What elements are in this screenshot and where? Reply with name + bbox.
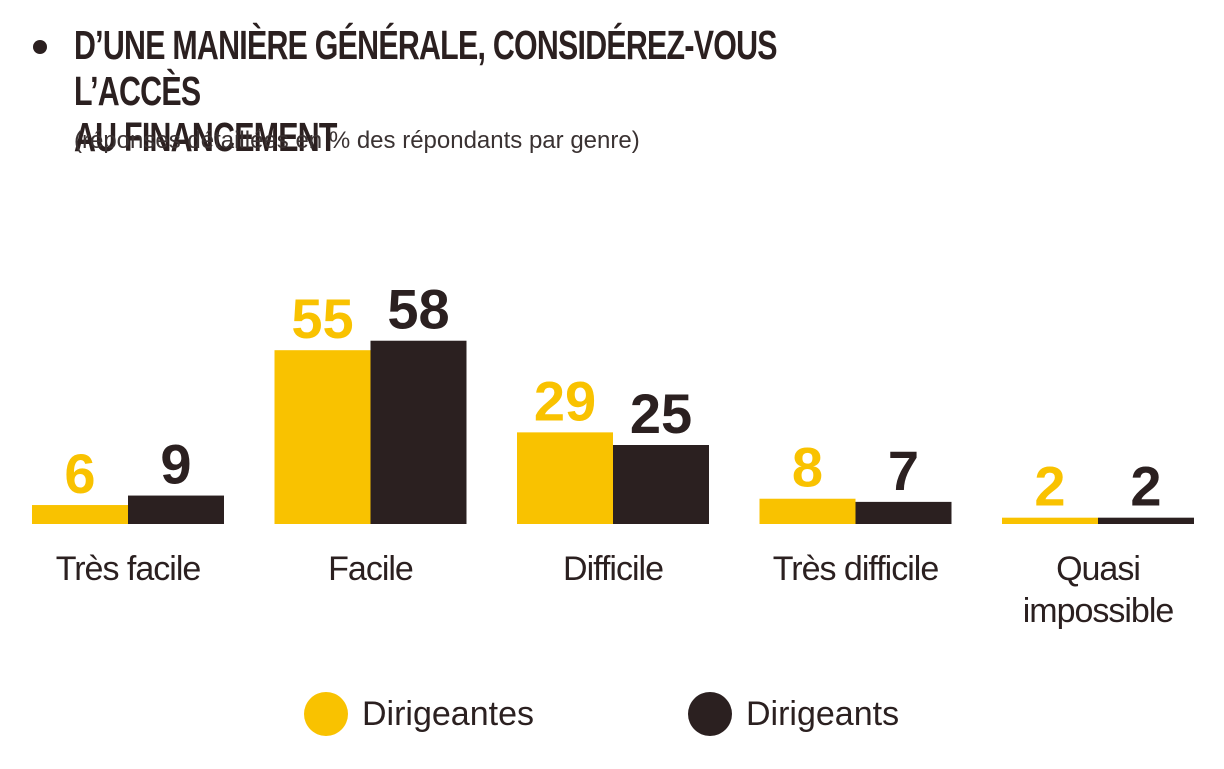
data-label-dirigeants-tres-facile: 9 (160, 433, 191, 496)
data-label-dirigeantes-difficile: 29 (534, 369, 596, 432)
title-bullet (33, 40, 47, 54)
category-label-facile: Facile (328, 550, 413, 588)
chart-title-line-1: D’UNE MANIÈRE GÉNÉRALE, CONSIDÉREZ-VOUS … (74, 22, 777, 114)
bar-dirigeants-tres-difficile (855, 501, 952, 524)
data-label-dirigeants-facile: 58 (387, 278, 449, 341)
data-label-dirigeantes-tres-difficile: 8 (792, 436, 823, 499)
chart-title: D’UNE MANIÈRE GÉNÉRALE, CONSIDÉREZ-VOUS … (74, 22, 814, 160)
bar-dirigeantes-difficile (517, 432, 613, 524)
bar-dirigeantes-tres-difficile (759, 498, 856, 524)
data-label-dirigeantes-tres-facile: 6 (64, 442, 95, 505)
legend-swatch-dirigeants (688, 692, 732, 736)
category-label-quasi-impossible: Quasi impossible (1023, 550, 1174, 630)
legend-label-dirigeantes: Dirigeantes (362, 694, 534, 733)
bar-dirigeantes-tres-facile (32, 505, 128, 524)
category-label-difficile: Difficile (563, 550, 663, 588)
legend-item-dirigeantes: Dirigeantes (304, 692, 534, 736)
bar-chart: 6 9 Très facile 55 58 Facile 29 25 Difficile 8 7 Tr… (32, 278, 1194, 630)
legend-item-dirigeants: Dirigeants (688, 692, 899, 736)
data-label-dirigeants-tres-difficile: 7 (888, 439, 919, 502)
category-label-tres-difficile: Très difficile (773, 550, 939, 588)
data-label-dirigeantes-quasi-impossible: 2 (1034, 455, 1065, 518)
bar-dirigeants-difficile (613, 445, 709, 524)
chart-title-line-2: AU FINANCEMENT (74, 114, 337, 160)
bar-dirigeants-tres-facile (128, 495, 224, 524)
bar-dirigeantes-quasi-impossible (1002, 517, 1098, 524)
chart-subtitle: (réponses détaillées en % des répondants… (74, 127, 640, 154)
data-label-dirigeants-quasi-impossible: 2 (1130, 455, 1161, 518)
bar-dirigeants-facile (370, 340, 467, 524)
data-label-dirigeants-difficile: 25 (630, 382, 692, 445)
bar-dirigeants-quasi-impossible (1098, 517, 1194, 524)
bar-dirigeantes-facile (274, 350, 371, 524)
legend-swatch-dirigeantes (304, 692, 348, 736)
legend-label-dirigeants: Dirigeants (746, 694, 900, 733)
category-label-tres-facile: Très facile (56, 550, 201, 588)
data-label-dirigeantes-facile: 55 (291, 287, 353, 350)
